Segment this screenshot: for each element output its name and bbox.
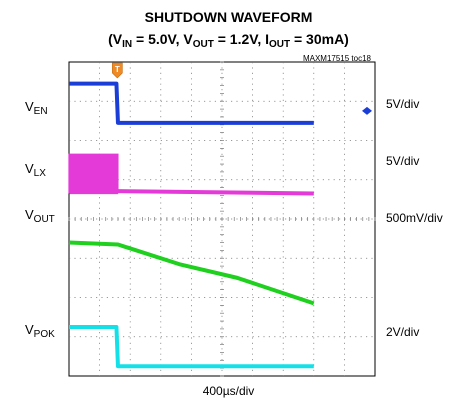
scale-ven: 5V/div	[386, 97, 420, 111]
trigger-marker-label: T	[115, 65, 120, 74]
scale-vlx: 5V/div	[386, 154, 420, 168]
channel-label-vout: VOUT	[25, 207, 55, 226]
trace-vlx	[117, 189, 314, 196]
scope-grid	[68, 61, 376, 377]
scale-vout: 500mV/div	[386, 211, 443, 225]
chart-title: SHUTDOWN WAVEFORM	[144, 9, 313, 25]
trace-vlx-switching	[68, 153, 119, 195]
channel-label-ven: VEN	[25, 99, 48, 118]
scope-traces	[68, 81, 315, 369]
scope-markers: T	[112, 62, 372, 115]
scale-vpok: 2V/div	[386, 325, 420, 339]
time-scale-label: 400µs/div	[202, 384, 255, 398]
trace-ven	[69, 81, 314, 125]
channel-label-vlx: VLX	[25, 161, 46, 180]
trigger-marker-icon	[112, 62, 123, 79]
trace-vpok	[69, 324, 314, 369]
channel-label-vpok: VPOK	[25, 322, 55, 341]
figure-tag: MAXM17515 toc18	[302, 54, 371, 63]
trace-vout	[68, 240, 315, 306]
trigger-level-marker-icon	[362, 106, 372, 115]
chart-subtitle: (VIN = 5.0V, VOUT = 1.2V, IOUT = 30mA)	[108, 31, 349, 50]
